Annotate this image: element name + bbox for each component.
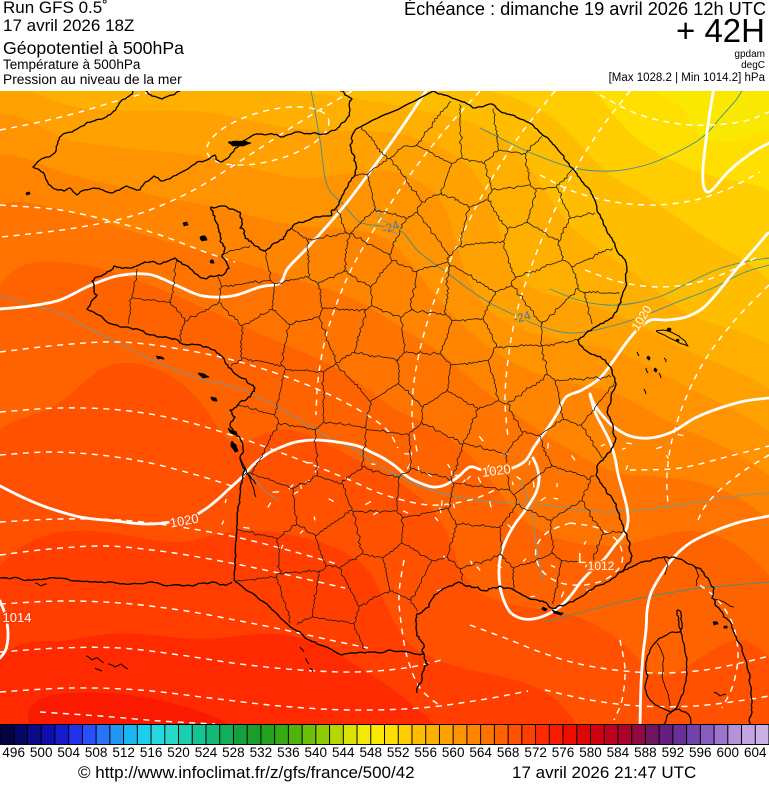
svg-text:1020: 1020 <box>481 461 512 480</box>
svg-text:L: L <box>578 550 586 567</box>
svg-text:1014: 1014 <box>3 610 32 625</box>
svg-text:1012: 1012 <box>588 559 615 573</box>
svg-text:1020: 1020 <box>169 511 200 531</box>
svg-text:-24: -24 <box>512 308 533 326</box>
